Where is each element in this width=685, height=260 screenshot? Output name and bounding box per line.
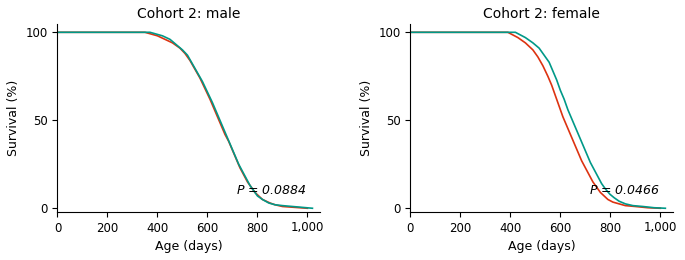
Text: $P$ = 0.0466: $P$ = 0.0466 <box>589 184 660 197</box>
X-axis label: Age (days): Age (days) <box>508 240 575 253</box>
Text: $P$ = 0.0884: $P$ = 0.0884 <box>236 184 307 197</box>
Title: Cohort 2: male: Cohort 2: male <box>137 7 240 21</box>
Y-axis label: Survival (%): Survival (%) <box>7 80 20 156</box>
Y-axis label: Survival (%): Survival (%) <box>360 80 373 156</box>
X-axis label: Age (days): Age (days) <box>155 240 223 253</box>
Title: Cohort 2: female: Cohort 2: female <box>483 7 600 21</box>
